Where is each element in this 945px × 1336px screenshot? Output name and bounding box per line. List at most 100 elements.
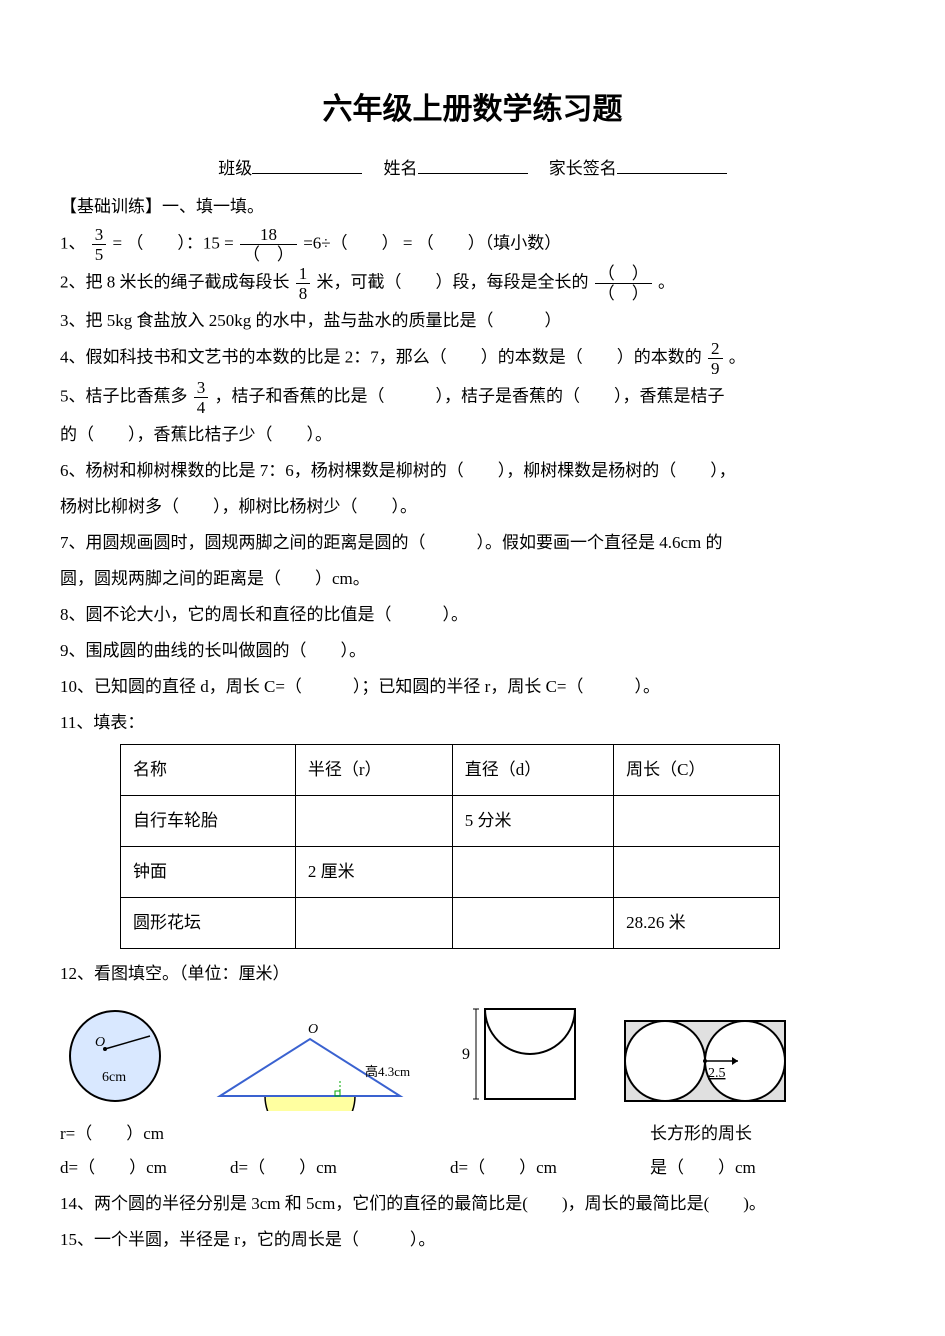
ans-d1: d=（ ）cm [60, 1151, 200, 1185]
q1-frac2-num: 18 [240, 226, 297, 244]
ans-rect1: 长方形的周长 [650, 1117, 810, 1151]
question-1: 1、 3 5 = （ ）：15 = 18 （ ） =6÷（ ） = （ ）（填小… [60, 226, 885, 263]
question-10: 10、已知圆的直径 d，周长 C=（ ）；已知圆的半径 r，周长 C=（ ）。 [60, 670, 885, 704]
q5-frac: 3 4 [194, 379, 209, 416]
ans-d3: d=（ ）cm [450, 1151, 620, 1185]
th-diameter: 直径（d） [452, 745, 613, 796]
th-name: 名称 [121, 745, 296, 796]
cell: 钟面 [121, 847, 296, 898]
name-blank[interactable] [418, 154, 528, 174]
q1-frac2-den: （ ） [240, 244, 297, 263]
class-blank[interactable] [252, 154, 362, 174]
q4-frac-den: 9 [708, 358, 723, 377]
answers-col1: r=（ ）cm d=（ ）cm [60, 1117, 200, 1185]
table-row: 圆形花坛 28.26 米 [121, 898, 780, 949]
q1-lead: 1、 [60, 233, 86, 252]
cell[interactable] [614, 847, 780, 898]
table-row: 自行车轮胎 5 分米 [121, 796, 780, 847]
cell: 5 分米 [452, 796, 613, 847]
q1-rest: =6÷（ ） = （ ）（填小数） [303, 233, 561, 252]
table-header-row: 名称 半径（r） 直径（d） 周长（C） [121, 745, 780, 796]
q2-frac1: 1 8 [296, 265, 311, 302]
cell: 28.26 米 [614, 898, 780, 949]
figure-3: 9 [460, 1001, 590, 1111]
answers-row: r=（ ）cm d=（ ）cm d=（ ）cm d=（ ）cm 长方形的周长 是… [60, 1117, 885, 1185]
q2-frac2: （ ） （ ） [595, 265, 652, 302]
q2-frac1-den: 8 [296, 283, 311, 302]
figure-row: O 6cm O 高4.3cm 9 [60, 1001, 885, 1111]
question-6-line2: 杨树比柳树多（ ），柳树比杨树少（ ）。 [60, 490, 885, 524]
q5-frac-den: 4 [194, 397, 209, 416]
q1-eq1: = （ ）：15 = [113, 233, 238, 252]
svg-text:高4.3cm: 高4.3cm [365, 1064, 410, 1079]
q2-frac1-num: 1 [296, 265, 311, 283]
rect-two-circles-icon: 2.5 [620, 1011, 790, 1111]
answers-col4: 长方形的周长 是（ ）cm [650, 1117, 810, 1185]
question-11-label: 11、填表： [60, 706, 885, 740]
q11-table: 名称 半径（r） 直径（d） 周长（C） 自行车轮胎 5 分米 钟面 2 厘米 … [120, 744, 780, 949]
cell: 自行车轮胎 [121, 796, 296, 847]
svg-text:9: 9 [462, 1046, 470, 1063]
question-14: 14、两个圆的半径分别是 3cm 和 5cm，它们的直径的最简比是( )，周长的… [60, 1187, 885, 1221]
q4-frac: 2 9 [708, 340, 723, 377]
q2-mid: 米，可截（ ）段，每段是全长的 [317, 272, 589, 291]
question-5-line1: 5、桔子比香蕉多 3 4 ，桔子和香蕉的比是（ ），桔子是香蕉的（ ），香蕉是桔… [60, 379, 885, 416]
question-4: 4、假如科技书和文艺书的本数的比是 2：7，那么（ ）的本数是（ ）的本数的 2… [60, 340, 885, 377]
cell: 2 厘米 [295, 847, 452, 898]
triangle-semicircle-icon: O 高4.3cm [210, 1021, 430, 1111]
question-7-line1: 7、用圆规画圆时，圆规两脚之间的距离是圆的（ ）。假如要画一个直径是 4.6cm… [60, 526, 885, 560]
header-line: 班级 姓名 家长签名 [60, 152, 885, 186]
question-15: 15、一个半圆，半径是 r，它的周长是（ ）。 [60, 1223, 885, 1257]
class-label: 班级 [218, 159, 252, 178]
question-12-label: 12、看图填空。（单位：厘米） [60, 957, 885, 991]
q4-lead: 4、假如科技书和文艺书的本数的比是 2：7，那么（ ）的本数是（ ）的本数的 [60, 347, 702, 366]
th-radius: 半径（r） [295, 745, 452, 796]
svg-text:6cm: 6cm [102, 1070, 126, 1085]
q1-frac1: 3 5 [92, 226, 107, 263]
table-row: 钟面 2 厘米 [121, 847, 780, 898]
svg-text:O: O [95, 1035, 105, 1050]
q2-tail: 。 [658, 272, 675, 291]
question-6-line1: 6、杨树和柳树棵数的比是 7：6，杨树棵数是柳树的（ ），柳树棵数是杨树的（ ）… [60, 454, 885, 488]
svg-text:2.5: 2.5 [708, 1066, 726, 1081]
question-7-line2: 圆，圆规两脚之间的距离是（ ）cm。 [60, 562, 885, 596]
th-perimeter: 周长（C） [614, 745, 780, 796]
q1-frac1-den: 5 [92, 244, 107, 263]
q1-frac2: 18 （ ） [240, 226, 297, 263]
cell: 圆形花坛 [121, 898, 296, 949]
figure-2: O 高4.3cm [210, 1021, 430, 1111]
question-5-line2: 的（ ），香蕉比桔子少（ ）。 [60, 418, 885, 452]
figure-1: O 6cm [60, 1001, 180, 1111]
ans-d2: d=（ ）cm [230, 1151, 420, 1185]
figure-4: 2.5 [620, 1011, 790, 1111]
cell[interactable] [452, 898, 613, 949]
circle-icon: O 6cm [60, 1001, 180, 1111]
q4-tail: 。 [729, 347, 746, 366]
page-title: 六年级上册数学练习题 [60, 80, 885, 140]
square-arc-icon: 9 [460, 1001, 590, 1111]
q1-frac1-num: 3 [92, 226, 107, 244]
q4-frac-num: 2 [708, 340, 723, 358]
cell[interactable] [295, 796, 452, 847]
name-label: 姓名 [384, 159, 418, 178]
q5-line1-tail: ，桔子和香蕉的比是（ ），桔子是香蕉的（ ），香蕉是桔子 [215, 386, 725, 405]
q5-frac-num: 3 [194, 379, 209, 397]
parent-blank[interactable] [617, 154, 727, 174]
q5-lead: 5、桔子比香蕉多 [60, 386, 188, 405]
parent-label: 家长签名 [549, 159, 617, 178]
ans-rect2: 是（ ）cm [650, 1151, 810, 1185]
answers-col2: d=（ ）cm [230, 1117, 420, 1185]
question-3: 3、把 5kg 食盐放入 250kg 的水中，盐与盐水的质量比是（ ） [60, 304, 885, 338]
question-9: 9、围成圆的曲线的长叫做圆的（ ）。 [60, 634, 885, 668]
cell[interactable] [452, 847, 613, 898]
section-heading: 【基础训练】一、填一填。 [60, 190, 885, 224]
question-2: 2、把 8 米长的绳子截成每段长 1 8 米，可截（ ）段，每段是全长的 （ ）… [60, 265, 885, 302]
svg-text:O: O [308, 1022, 318, 1037]
cell[interactable] [614, 796, 780, 847]
cell[interactable] [295, 898, 452, 949]
q2-frac2-den: （ ） [595, 283, 652, 302]
q2-lead: 2、把 8 米长的绳子截成每段长 [60, 272, 290, 291]
question-8: 8、圆不论大小，它的周长和直径的比值是（ ）。 [60, 598, 885, 632]
ans-r: r=（ ）cm [60, 1117, 200, 1151]
answers-col3: d=（ ）cm [450, 1117, 620, 1185]
